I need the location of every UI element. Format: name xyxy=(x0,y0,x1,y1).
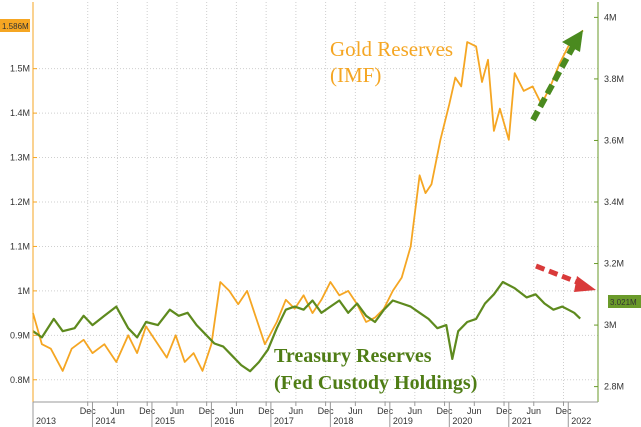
x-tick-label-13: Jun xyxy=(467,406,482,416)
x-tick-label-10: Dec xyxy=(377,406,394,416)
right-tick-label-6: 4M xyxy=(604,12,617,22)
treasury-annotation-line1: Treasury Reserves xyxy=(274,345,432,367)
right-tick-label-1: 3M xyxy=(604,320,617,330)
year-label-3: 2016 xyxy=(214,416,234,426)
year-label-1: 2014 xyxy=(95,416,115,426)
gold-last-value-badge: 1.586M xyxy=(0,19,30,32)
x-tick-label-3: Jun xyxy=(170,406,185,416)
year-label-4: 2017 xyxy=(274,416,294,426)
year-label-5: 2018 xyxy=(333,416,353,426)
gold-series-group xyxy=(32,29,584,372)
x-tick-label-6: Dec xyxy=(258,406,275,416)
left-tick-label-3: 1.1M xyxy=(10,241,30,251)
x-tick-label-0: Dec xyxy=(80,406,97,416)
x-tick-label-11: Jun xyxy=(408,406,423,416)
left-tick-label-6: 1.4M xyxy=(10,108,30,118)
svg-text:3.021M: 3.021M xyxy=(610,298,637,307)
treasury-series-group xyxy=(32,280,581,373)
right-axis-ticks: 2.8M 3M 3.2M 3.4M 3.6M 3.8M 4M xyxy=(594,12,624,392)
year-label-8: 2021 xyxy=(512,416,532,426)
x-axis-ticks: Dec Jun Dec Jun Dec Jun Dec Jun Dec Jun Dec Jun Dec J… xyxy=(32,402,591,427)
left-axis-ticks: 0.8M 0.9M 1M 1.1M 1.2M 1.3M 1.4M 1.5M xyxy=(10,64,37,385)
up-arrow-annotation xyxy=(530,30,583,122)
left-tick-label-0: 0.8M xyxy=(10,375,30,385)
x-tick-label-14: Dec xyxy=(496,406,513,416)
x-tick-label-9: Jun xyxy=(348,406,363,416)
left-tick-label-2: 1M xyxy=(17,286,30,296)
year-label-0: 2013 xyxy=(36,416,56,426)
down-arrow-annotation xyxy=(535,263,596,292)
x-tick-label-12: Dec xyxy=(437,406,454,416)
x-tick-label-1: Jun xyxy=(110,406,125,416)
right-tick-label-5: 3.8M xyxy=(604,74,624,84)
x-tick-label-2: Dec xyxy=(139,406,156,416)
right-tick-label-4: 3.6M xyxy=(604,135,624,145)
year-label-7: 2020 xyxy=(452,416,472,426)
svg-text:1.586M: 1.586M xyxy=(2,22,29,31)
left-tick-label-1: 0.9M xyxy=(10,330,30,340)
treasury-annotation-line2: (Fed Custody Holdings) xyxy=(274,372,477,394)
right-tick-label-0: 2.8M xyxy=(604,382,624,392)
right-tick-label-2: 3.2M xyxy=(604,259,624,269)
treasury-series-line xyxy=(32,280,581,373)
left-tick-label-4: 1.2M xyxy=(10,197,30,207)
x-tick-label-7: Jun xyxy=(289,406,304,416)
right-tick-label-3: 3.4M xyxy=(604,197,624,207)
gold-annotation-line1: Gold Reserves xyxy=(330,37,453,61)
x-tick-label-5: Jun xyxy=(229,406,244,416)
left-tick-label-7: 1.5M xyxy=(10,64,30,74)
x-tick-label-15: Jun xyxy=(527,406,542,416)
left-tick-label-5: 1.3M xyxy=(10,153,30,163)
x-tick-label-4: Dec xyxy=(199,406,216,416)
gold-series-line xyxy=(32,29,584,372)
x-tick-label-16: Dec xyxy=(555,406,572,416)
gold-annotation-line2: (IMF) xyxy=(330,63,381,87)
x-tick-label-8: Dec xyxy=(318,406,335,416)
year-label-2: 2015 xyxy=(155,416,175,426)
year-label-9: 2022 xyxy=(571,416,591,426)
grid xyxy=(33,2,598,402)
year-label-6: 2019 xyxy=(393,416,413,426)
treasury-last-value-badge: 3.021M xyxy=(608,295,641,308)
